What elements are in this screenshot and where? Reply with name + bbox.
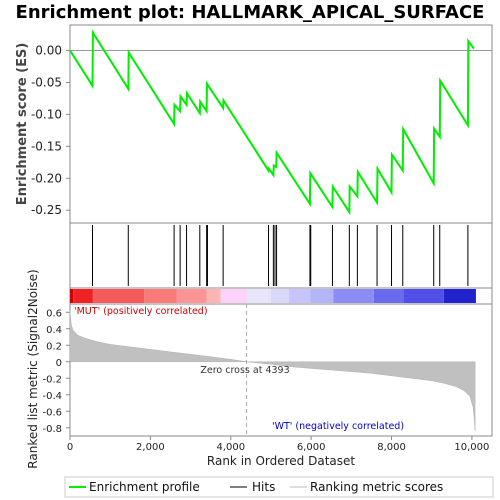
metric-y-tick-label: -0.2 (42, 374, 62, 385)
metric-y-tick-label: 0.4 (46, 325, 62, 336)
colorbar-segments (70, 289, 476, 303)
metric-y-tick-label: -0.8 (42, 424, 62, 435)
metric-x-tick-label: 2,000 (136, 442, 165, 453)
es-y-ticks: 0.00 -0.05 -0.10 -0.15 -0.20 -0.25 (31, 44, 70, 217)
colorbar-segment (270, 289, 290, 303)
metric-y-tick-label: -0.4 (42, 391, 62, 402)
colorbar-segment (176, 289, 207, 303)
hits-panel-frame (69, 222, 493, 289)
colorbar-segment (289, 289, 311, 303)
metric-y-tick-label: 0.2 (46, 341, 62, 352)
legend: Enrichment profile Hits Ranking metric s… (64, 476, 494, 498)
metric-x-label: Rank in Ordered Dataset (207, 454, 355, 468)
legend-frame (64, 476, 494, 498)
hits-panel (69, 222, 493, 289)
metric-y-tick-label: -0.6 (42, 407, 62, 418)
colorbar-segment (92, 289, 145, 303)
colorbar-segment (443, 289, 476, 303)
negative-correlation-label: 'WT' (negatively correlated) (272, 421, 404, 432)
ranking-metric-area (69, 310, 476, 432)
colorbar-segment (70, 289, 74, 303)
colorbar-segment (373, 289, 404, 303)
es-y-tick-label: -0.25 (31, 203, 62, 217)
metric-x-tick-label: 6,000 (297, 442, 326, 453)
metric-y-tick-label: 0 (56, 358, 62, 369)
colorbar-segment (246, 289, 271, 303)
chart-title: Enrichment plot: HALLMARK_APICAL_SURFACE (16, 2, 485, 23)
hit-lines (92, 225, 469, 286)
colorbar-segment (144, 289, 177, 303)
metric-x-tick-label: 10,000 (454, 442, 489, 453)
ranking-colorbar (69, 287, 493, 305)
colorbar-segment (220, 289, 247, 303)
metric-x-tick-label: 4,000 (216, 442, 245, 453)
metric-x-ticks: 0 2,000 4,000 6,000 8,000 10,000 (67, 436, 489, 453)
ranked-metric-panel: 0.6 0.4 0.2 0 -0.2 -0.4 -0.6 -0.8 0 2,000 4,000 6,… (26, 269, 493, 469)
metric-y-ticks: 0.6 0.4 0.2 0 -0.2 -0.4 -0.6 -0.8 (42, 308, 70, 435)
legend-hits-label: Hits (252, 480, 275, 494)
es-panel-frame (69, 24, 493, 224)
es-y-tick-label: -0.05 (31, 75, 62, 89)
es-y-tick-label: -0.15 (31, 139, 62, 153)
colorbar-segment (333, 289, 374, 303)
colorbar-segment (73, 289, 93, 303)
positive-correlation-label: 'MUT' (positively correlated) (74, 306, 208, 317)
legend-ranking-label: Ranking metric scores (310, 480, 443, 494)
es-y-tick-label: -0.10 (31, 107, 62, 121)
colorbar-segment (206, 289, 221, 303)
es-y-label: Enrichment score (ES) (15, 43, 30, 206)
zero-cross-label: Zero cross at 4393 (200, 365, 289, 376)
metric-y-tick-label: 0.6 (46, 308, 62, 319)
legend-enrichment-label: Enrichment profile (89, 480, 200, 494)
metric-x-tick-label: 8,000 (377, 442, 406, 453)
metric-x-tick-label: 0 (67, 442, 73, 453)
enrichment-profile-line (69, 29, 475, 216)
colorbar-segment (310, 289, 334, 303)
metric-y-label: Ranked list metric (Signal2Noise) (26, 269, 40, 468)
es-y-tick-label: 0.00 (35, 44, 62, 58)
colorbar-segment (403, 289, 444, 303)
es-y-tick-label: -0.20 (31, 171, 62, 185)
es-panel: 0.00 -0.05 -0.10 -0.15 -0.20 -0.25 Enrichment… (15, 24, 493, 224)
